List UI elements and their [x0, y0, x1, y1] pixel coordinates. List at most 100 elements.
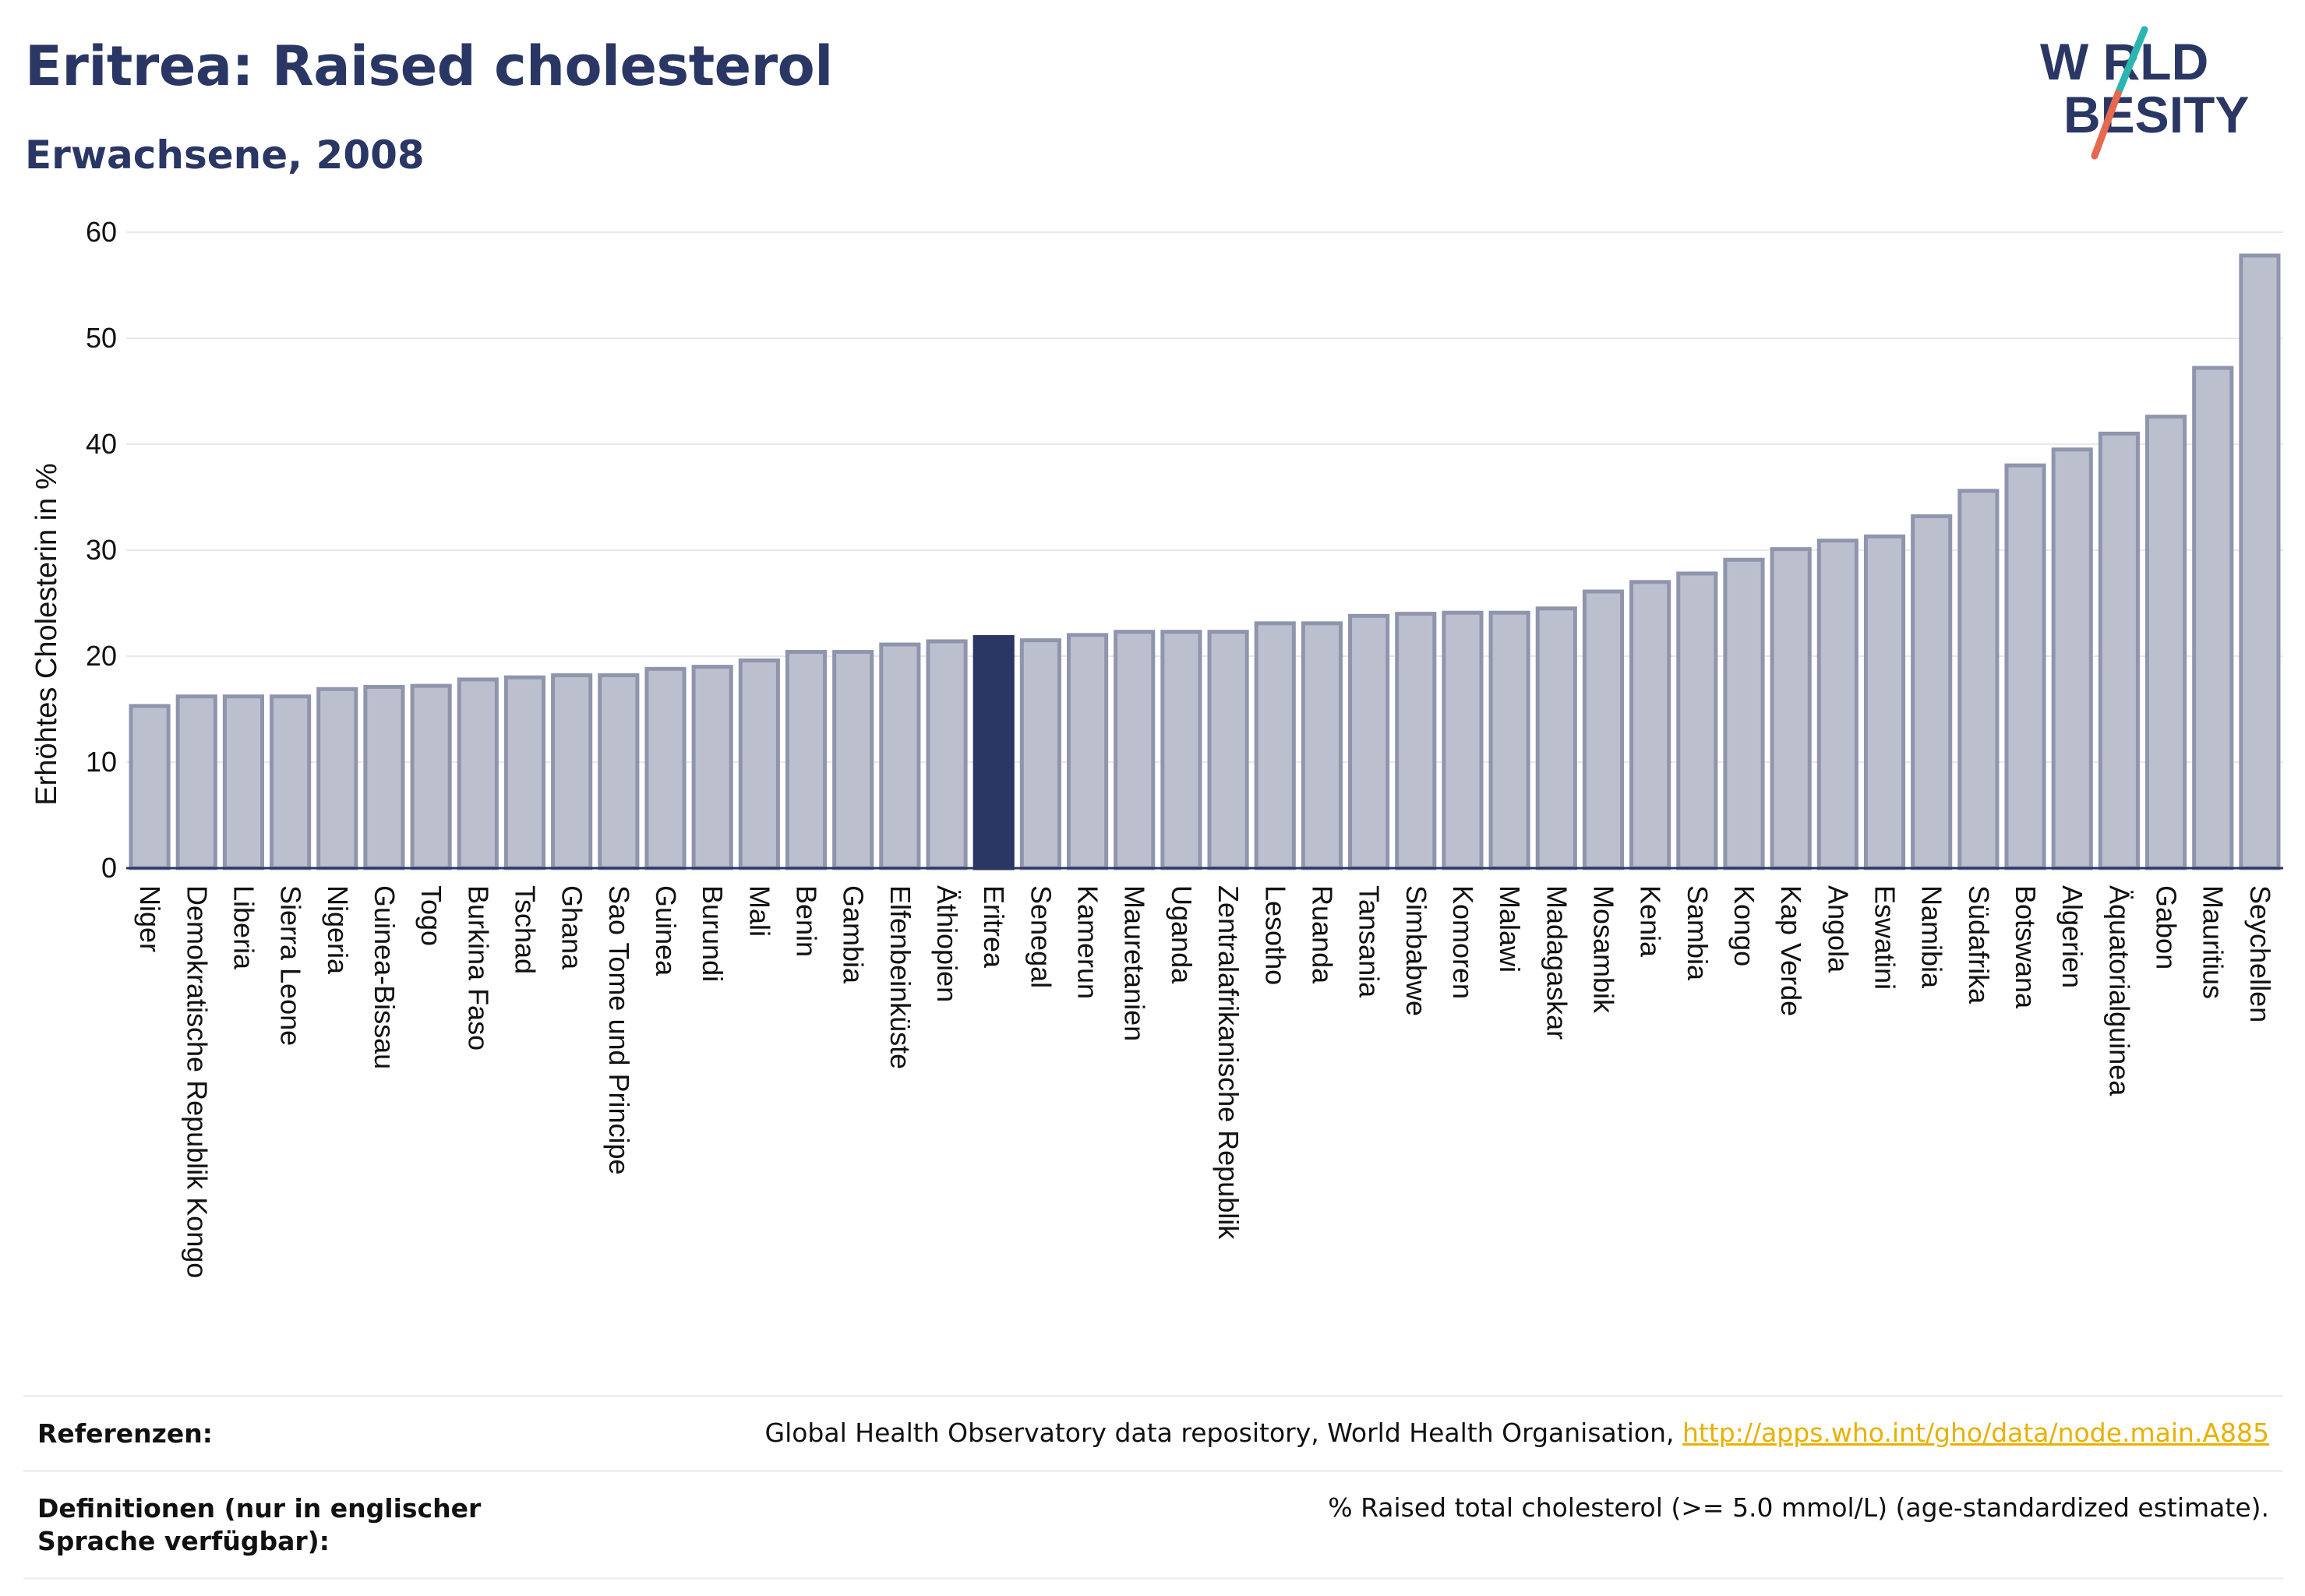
page-title: Eritrea: Raised cholesterol: [25, 34, 833, 98]
x-tick-label: Namibia: [1916, 885, 1948, 989]
bar-botswana[interactable]: [2004, 463, 2046, 870]
references-row: Referenzen: Global Health Observatory da…: [23, 1395, 2283, 1470]
x-tick-label: Senegal: [1025, 885, 1057, 988]
definitions-row: Definitionen (nur in englischer Sprache …: [23, 1470, 2283, 1580]
references-label: Referenzen:: [37, 1418, 213, 1449]
bar-nigeria[interactable]: [316, 687, 358, 870]
x-tick-label: Eritrea: [978, 885, 1010, 969]
footer-references: Referenzen: Global Health Observatory da…: [23, 1395, 2283, 1580]
bar-mauritius[interactable]: [2192, 365, 2234, 870]
y-tick-label: 10: [86, 746, 117, 778]
bar-gambia[interactable]: [832, 650, 874, 870]
bar-simbabwe[interactable]: [1395, 612, 1437, 870]
logo-word-obesity: BESITY: [2063, 86, 2249, 143]
bar-sao-tome-und-principe[interactable]: [598, 673, 640, 870]
bar-eswatini[interactable]: [1863, 534, 1906, 870]
bar-mauretanien[interactable]: [1114, 630, 1156, 870]
bar-gabon[interactable]: [2144, 415, 2187, 870]
bar-tschad[interactable]: [503, 675, 546, 870]
bar-chart: 0 10 20 30 40 50 60 Niger Demokratische Republi…: [30, 216, 2283, 1278]
page-subtitle: Erwachsene, 2008: [25, 132, 425, 178]
x-tick-label: Niger: [134, 885, 166, 952]
bar-namibia[interactable]: [1911, 514, 1953, 870]
bar-niger[interactable]: [129, 704, 171, 870]
bar-sierra-leone[interactable]: [270, 694, 312, 870]
bar-komoren[interactable]: [1442, 610, 1484, 870]
logo-slash-bottom-icon: [2091, 90, 2122, 160]
y-tick-label: 40: [86, 428, 117, 460]
bar-mali[interactable]: [738, 658, 780, 870]
x-tick-label: Mauretanien: [1119, 885, 1151, 1041]
bar-seychellen[interactable]: [2239, 253, 2281, 870]
x-tick-label: Ruanda: [1306, 885, 1338, 984]
y-tick-label: 50: [86, 322, 117, 354]
references-text: Global Health Observatory data repositor…: [764, 1418, 1675, 1448]
bar-burundi[interactable]: [691, 665, 733, 870]
y-tick-label: 30: [86, 534, 117, 566]
bar-madagaskar[interactable]: [1535, 606, 1577, 870]
x-tick-label: Zentralafrikanische Republik: [1213, 885, 1244, 1240]
y-tick-label: 0: [101, 852, 117, 884]
x-tick-label: Algerien: [2056, 885, 2088, 988]
x-tick-label: Madagaskar: [1541, 885, 1573, 1040]
x-tick-label: Gambia: [838, 885, 870, 984]
bar-malawi[interactable]: [1488, 610, 1530, 870]
bar-kenia[interactable]: [1629, 580, 1671, 870]
bar-ghana[interactable]: [551, 673, 593, 870]
x-tick-label: Sao Tome und Principe: [603, 885, 635, 1175]
x-tick-label: Burkina Faso: [462, 885, 494, 1050]
x-tick-label: Nigeria: [322, 885, 354, 975]
bar-senegal[interactable]: [1019, 638, 1061, 870]
y-axis-label: Erhöhtes Cholesterin in %: [30, 463, 63, 805]
x-tick-label: Simbabwe: [1400, 885, 1432, 1016]
x-tick-label: Burundi: [697, 885, 729, 982]
bar-zentralafrikanische-republik[interactable]: [1207, 630, 1249, 870]
x-tick-label: Tschad: [509, 885, 541, 974]
bar-tansania[interactable]: [1348, 613, 1390, 870]
bar-uganda[interactable]: [1160, 630, 1202, 870]
x-tick-label: Eswatini: [1869, 885, 1901, 990]
x-tick-label: Demokratische Republik Kongo: [181, 885, 213, 1278]
x-tick-label: Kongo: [1728, 885, 1760, 966]
bar-äthiopien[interactable]: [926, 639, 968, 870]
bar-benin[interactable]: [785, 650, 828, 870]
bar-burkina-faso[interactable]: [457, 677, 499, 870]
bar-sambia[interactable]: [1676, 571, 1718, 870]
x-tick-label: Äthiopien: [931, 885, 963, 1002]
bar-mosambik[interactable]: [1582, 589, 1625, 870]
bar-elfenbeinküste[interactable]: [879, 642, 921, 870]
bar-algerien[interactable]: [2051, 447, 2093, 870]
y-tick-label: 60: [86, 216, 117, 248]
x-tick-label: Tansania: [1354, 885, 1385, 998]
bar-äquatorialguinea[interactable]: [2098, 431, 2140, 870]
x-tick-label: Malawi: [1494, 885, 1526, 973]
bar-liberia[interactable]: [222, 694, 265, 870]
x-tick-label: Guinea: [650, 885, 682, 976]
world-obesity-logo[interactable]: W RLD BESITY: [2034, 23, 2283, 164]
bar-kap-verde[interactable]: [1770, 547, 1812, 870]
x-tick-label: Kamerun: [1072, 885, 1104, 999]
x-tick-label: Mosambik: [1587, 885, 1619, 1014]
bar-angola[interactable]: [1816, 538, 1858, 870]
definitions-text: % Raised total cholesterol (>= 5.0 mmol/…: [1328, 1492, 2269, 1524]
bar-guinea[interactable]: [644, 666, 687, 870]
bar-südafrika[interactable]: [1957, 489, 2000, 870]
bar-guinea-bissau[interactable]: [363, 684, 405, 870]
x-tick-label: Elfenbeinküste: [884, 885, 916, 1069]
x-tick-label: Südafrika: [1963, 885, 1995, 1005]
bar-demokratische-republik-kongo[interactable]: [175, 694, 217, 870]
bar-kongo[interactable]: [1723, 557, 1765, 870]
bar-kamerun[interactable]: [1066, 633, 1109, 870]
bar-togo[interactable]: [410, 683, 452, 870]
bar-lesotho[interactable]: [1254, 621, 1296, 870]
x-tick-label: Äquatorialguinea: [2103, 885, 2135, 1096]
x-tick-label: Seychellen: [2244, 885, 2276, 1022]
x-tick-label: Benin: [791, 885, 823, 957]
x-tick-label: Ghana: [556, 885, 588, 970]
x-tick-label: Botswana: [2010, 885, 2042, 1009]
x-tick-label: Liberia: [228, 885, 259, 970]
references-link[interactable]: http://apps.who.int/gho/data/node.main.A…: [1682, 1418, 2269, 1448]
x-tick-label: Lesotho: [1259, 885, 1291, 985]
bar-ruanda[interactable]: [1301, 621, 1343, 870]
bar-eritrea[interactable]: [972, 635, 1015, 870]
